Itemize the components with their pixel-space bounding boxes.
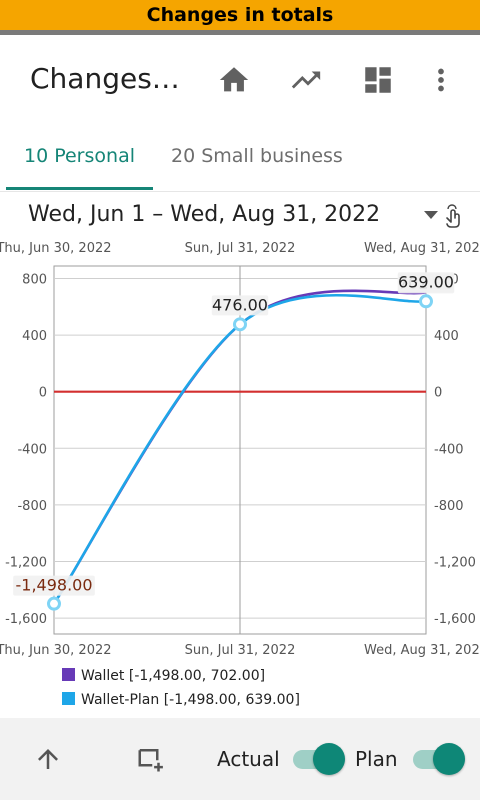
data-point — [233, 317, 247, 332]
y-tick-label-left: -1,600 — [5, 612, 47, 627]
plan-toggle[interactable] — [413, 743, 465, 775]
date-range-controls[interactable] — [422, 204, 466, 228]
page-title: Changes… — [30, 62, 180, 95]
legend-wallet-label: Wallet [-1,498.00, 702.00] — [81, 668, 266, 684]
data-point — [419, 294, 433, 309]
plan-toggle-thumb — [433, 743, 465, 775]
y-tick-label-left: 400 — [22, 329, 47, 344]
legend-wallet: Wallet [-1,498.00, 702.00] — [62, 668, 265, 684]
tab-personal[interactable]: 10 Personal — [24, 145, 135, 167]
account-tabs: 10 Personal 20 Small business — [0, 125, 480, 192]
y-tick-label-left: -800 — [17, 499, 47, 514]
data-point — [47, 596, 61, 611]
legend-swatch-wallet-plan — [62, 692, 75, 705]
y-tick-label-left: -400 — [17, 442, 47, 457]
plan-label: Plan — [355, 747, 398, 771]
dropdown-arrow-icon[interactable] — [424, 211, 438, 219]
data-label-end-plan-bg — [397, 272, 455, 293]
x-tick-label-top: Wed, Aug 31, 2022 — [364, 241, 480, 256]
y-tick-label-right: -1,600 — [434, 612, 476, 627]
legend-wallet-plan: Wallet-Plan [-1,498.00, 639.00] — [62, 692, 300, 708]
tab-indicator — [6, 187, 153, 190]
data-label-mid: 476.00 — [212, 295, 268, 314]
data-label-end-plan: 639.00 — [398, 272, 454, 291]
bottom-bar: Actual Plan — [0, 718, 480, 800]
dashboard-icon[interactable] — [361, 63, 395, 97]
actual-label: Actual — [217, 747, 280, 771]
legend-swatch-wallet — [62, 668, 75, 681]
y-tick-label-right: -1,200 — [434, 556, 476, 571]
actual-toggle-thumb — [313, 743, 345, 775]
y-tick-label-left: -1,200 — [5, 556, 47, 571]
touch-icon[interactable] — [446, 204, 460, 228]
banner-title: Changes in totals — [146, 4, 334, 26]
x-tick-label-top: Sun, Jul 31, 2022 — [185, 241, 296, 256]
home-icon[interactable] — [217, 63, 251, 97]
data-label-start-bg — [13, 575, 95, 596]
series-line-wallet-plan — [52, 293, 427, 605]
y-tick-label-right: -800 — [434, 499, 464, 514]
changes-chart: 80080040040000-400-400-800-800-1,200-1,2… — [0, 236, 480, 716]
y-tick-label-right: 0 — [434, 386, 442, 401]
more-vert-icon[interactable] — [424, 63, 458, 97]
y-tick-label-right: 400 — [434, 329, 459, 344]
date-range-label[interactable]: Wed, Jun 1 – Wed, Aug 31, 2022 — [28, 202, 381, 227]
chart-svg: 80080040040000-400-400-800-800-1,200-1,2… — [0, 241, 480, 658]
title-banner: Changes in totals — [0, 0, 480, 35]
y-tick-label-right: -400 — [434, 442, 464, 457]
y-tick-label-left: 0 — [39, 386, 47, 401]
x-tick-label-bottom: Wed, Aug 31, 2022 — [364, 643, 480, 658]
tab-small-business[interactable]: 20 Small business — [171, 145, 343, 167]
data-label-start: -1,498.00 — [15, 576, 92, 595]
legend-wallet-plan-label: Wallet-Plan [-1,498.00, 639.00] — [81, 692, 300, 708]
x-tick-label-bottom: Thu, Jun 30, 2022 — [0, 643, 112, 658]
y-tick-label-left: 800 — [22, 273, 47, 288]
data-label-mid-bg — [211, 295, 269, 316]
actual-toggle[interactable] — [293, 743, 345, 775]
arrow-up-icon[interactable] — [33, 744, 63, 774]
add-widget-icon[interactable] — [136, 744, 166, 774]
app-bar: Changes… — [0, 35, 480, 125]
x-tick-label-top: Thu, Jun 30, 2022 — [0, 241, 112, 256]
x-tick-label-bottom: Sun, Jul 31, 2022 — [185, 643, 296, 658]
trending-up-icon[interactable] — [289, 63, 323, 97]
